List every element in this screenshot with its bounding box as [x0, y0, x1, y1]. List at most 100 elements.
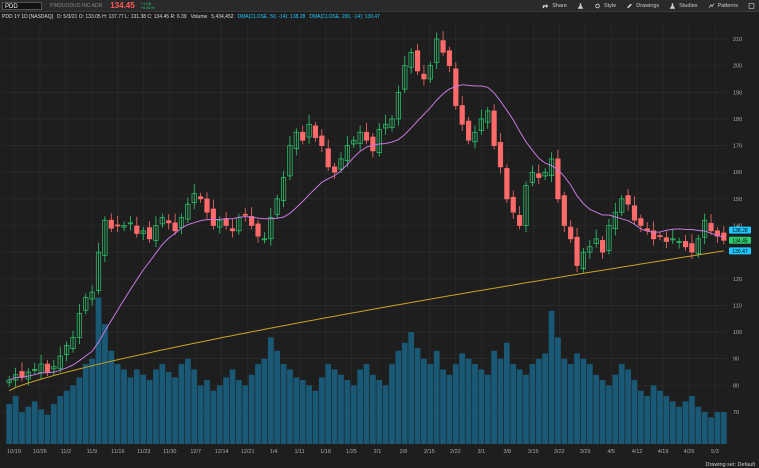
volume-bar — [82, 364, 89, 444]
volume-bar — [472, 364, 478, 444]
volume-bar — [325, 364, 332, 444]
y-tick-label: 100 — [733, 330, 742, 336]
candle-body — [491, 110, 497, 146]
candle-body — [695, 238, 701, 255]
volume-bar — [248, 374, 255, 444]
flask-button[interactable] — [577, 2, 584, 9]
candle-body — [300, 131, 306, 141]
x-tick-label: 12/7 — [190, 449, 201, 455]
x-tick-label: 4/5 — [607, 449, 615, 455]
x-tick-label: 10/19 — [7, 449, 21, 455]
x-tick-label: 4/12 — [632, 449, 643, 455]
volume-bar — [631, 380, 638, 444]
volume-bar — [421, 358, 427, 444]
symbol-input[interactable]: PDD — [2, 1, 42, 10]
volume-bar — [229, 369, 236, 444]
chart-title: PDD 1Y 1D [NASDAQ] — [2, 13, 54, 20]
candle-body — [478, 118, 484, 131]
candle-body — [408, 51, 414, 68]
candle-body — [536, 173, 542, 178]
patterns-button[interactable]: Patterns — [708, 3, 738, 9]
volume-bar — [25, 406, 32, 444]
candle-body — [402, 65, 408, 90]
candle-body — [89, 291, 95, 300]
candle-body — [708, 223, 714, 232]
candle-body — [83, 297, 89, 311]
gear-icon — [595, 3, 600, 8]
candle-body — [561, 195, 567, 226]
candle-body — [625, 195, 631, 205]
volume-bar — [414, 348, 421, 444]
candle-body — [389, 118, 395, 128]
volume-bar — [31, 401, 38, 444]
candle-body — [319, 135, 325, 146]
drawings-button[interactable]: Drawings — [626, 3, 659, 9]
studies-button[interactable]: Studies — [669, 2, 698, 9]
x-tick-label: 2/22 — [450, 449, 461, 455]
volume-bar — [236, 380, 242, 444]
x-tick-label: 3/8 — [503, 449, 511, 455]
volume-bar — [267, 337, 274, 444]
dma200-readout: DMA(CLOSE, 200, -14): 130.47 — [309, 13, 380, 20]
x-tick-label: 11/30 — [163, 449, 176, 455]
candle-body — [204, 198, 210, 213]
volume-bar — [50, 404, 57, 444]
candle-body — [44, 363, 51, 373]
volume-bar — [114, 364, 121, 444]
candle-body — [306, 123, 312, 138]
y-tick-label: 210 — [733, 37, 742, 43]
price-chart[interactable]: 7080901001101201301401501601701801902002… — [0, 21, 759, 458]
candle-body — [619, 198, 625, 213]
change-amount: +1.08 — [140, 0, 151, 6]
share-button[interactable]: Share — [542, 3, 567, 9]
chart-info-bar: PDD 1Y 1D [NASDAQ] D: 5/3/21 O: 133.05 H… — [2, 12, 380, 21]
volume-bar — [261, 358, 268, 444]
y-tick-label: 200 — [733, 64, 742, 70]
candle-body — [312, 125, 319, 138]
candle-body — [261, 238, 267, 241]
volume-bar — [676, 406, 683, 444]
volume-bar — [625, 369, 631, 444]
candle-body — [370, 136, 376, 152]
volume-bar — [38, 409, 44, 444]
candle-body — [287, 145, 293, 177]
menu-button[interactable] — [748, 2, 755, 9]
volume-bar — [586, 364, 593, 444]
x-tick-label: 1/4 — [270, 449, 278, 455]
volume-bar — [370, 374, 376, 444]
candle-body — [127, 222, 134, 225]
candle-body — [95, 251, 102, 291]
candle-body — [140, 230, 146, 234]
volume-bar — [561, 358, 568, 444]
volume-bar — [395, 350, 402, 444]
dma50-line — [9, 84, 724, 381]
volume-bar — [663, 396, 670, 444]
candle-body — [102, 219, 108, 256]
candle-body — [172, 222, 178, 232]
dma200-price-tag — [729, 247, 751, 255]
volume-bar — [535, 358, 542, 444]
volume-bar — [184, 358, 191, 444]
candle-body — [395, 91, 401, 120]
volume-bar — [682, 401, 689, 444]
volume-bar — [720, 412, 727, 444]
style-button[interactable]: Style — [594, 3, 616, 9]
volume-bar — [523, 374, 529, 444]
volume-bar — [542, 353, 549, 444]
volume-bar — [172, 377, 178, 444]
x-tick-label: 12/14 — [215, 449, 229, 455]
candle-body — [606, 225, 612, 251]
price-change: +1.08 +0.81% — [140, 0, 155, 10]
candle-body — [383, 123, 389, 129]
volume-bar — [555, 337, 561, 444]
volume-bar — [280, 364, 287, 444]
candle-body — [593, 238, 599, 244]
volume-bar — [440, 369, 446, 444]
volume-bar — [6, 404, 13, 444]
drawing-set-label: Drawing set: Default — [705, 462, 755, 468]
candle-body — [51, 366, 57, 370]
volume-bar — [689, 396, 695, 444]
volume-bar — [274, 350, 281, 444]
flask-icon — [669, 2, 676, 9]
y-tick-label: 90 — [733, 357, 739, 363]
